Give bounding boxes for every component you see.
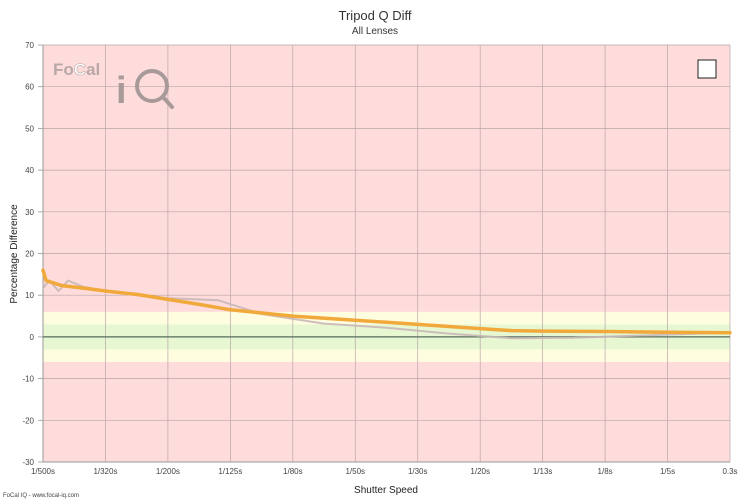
y-tick-label: 50 xyxy=(25,124,34,133)
chart-title: Tripod Q Diff xyxy=(339,8,412,23)
series-line-0 xyxy=(42,279,731,340)
chart-subtitle: All Lenses xyxy=(352,26,398,37)
y-tick-label: 0 xyxy=(30,333,35,342)
x-tick-label: 1/200s xyxy=(156,467,180,476)
logo-i: i xyxy=(116,70,127,112)
y-tick-label: -20 xyxy=(22,416,34,425)
y-axis-label: Percentage Difference xyxy=(9,204,20,304)
y-tick-label: 60 xyxy=(25,83,34,92)
logo-q-tail xyxy=(161,95,174,109)
x-tick-label: 1/320s xyxy=(93,467,117,476)
x-ticks: 1/500s 1/320s 1/200s 1/125s 1/80s 1/50s 1/30s 1… xyxy=(31,467,738,476)
x-tick-label: 1/80s xyxy=(283,467,303,476)
focal-iq-logo: FoCal i xyxy=(53,60,174,112)
x-tick-label: 1/500s xyxy=(31,467,55,476)
logo-q-icon xyxy=(135,69,169,103)
credit-text: FoCal IQ - www.focal-iq.com xyxy=(3,493,79,499)
y-tick-label: 70 xyxy=(25,41,34,50)
x-axis-label: Shutter Speed xyxy=(354,485,418,496)
x-tick-label: 1/8s xyxy=(598,467,613,476)
y-tick-label: -30 xyxy=(22,458,34,467)
y-tick-label: -10 xyxy=(22,375,34,384)
logo-text: FoCal xyxy=(53,60,100,79)
x-tick-label: 1/5s xyxy=(660,467,675,476)
y-tick-label: 20 xyxy=(25,250,34,259)
x-tick-label: 1/20s xyxy=(470,467,490,476)
x-tick-label: 1/50s xyxy=(345,467,365,476)
y-tick-label: 10 xyxy=(25,291,34,300)
x-tick-label: 1/13s xyxy=(533,467,553,476)
y-ticks: -30 -20 -10 0 10 20 30 40 50 60 70 xyxy=(22,41,43,467)
x-tick-label: 0.3s xyxy=(722,467,737,476)
x-tick-label: 1/125s xyxy=(218,467,242,476)
y-tick-label: 40 xyxy=(25,166,34,175)
series xyxy=(41,268,732,340)
series-line-1 xyxy=(41,268,732,335)
legend-checkbox[interactable] xyxy=(697,59,717,79)
y-tick-label: 30 xyxy=(25,208,34,217)
x-tick-label: 1/30s xyxy=(408,467,428,476)
